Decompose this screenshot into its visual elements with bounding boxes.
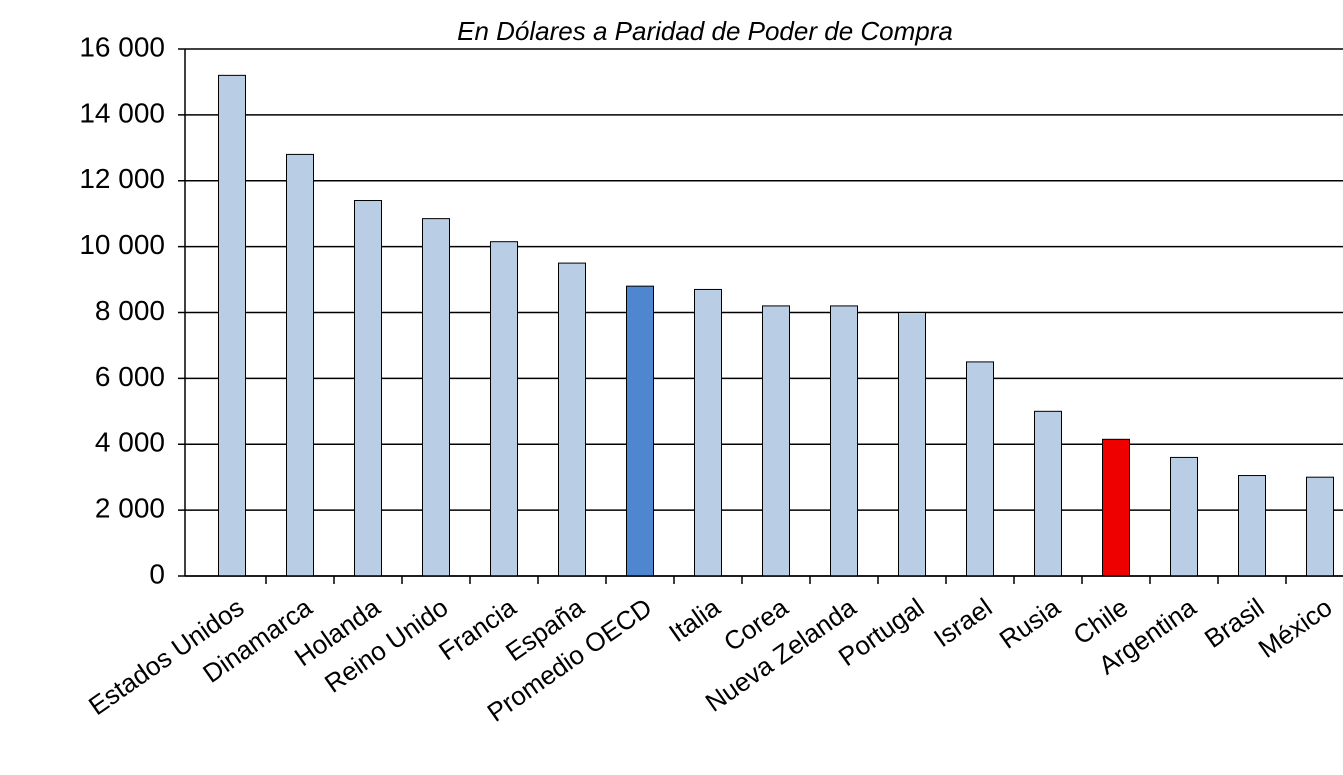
y-tick-label: 10 000 [79, 229, 165, 260]
y-tick-label: 16 000 [79, 31, 165, 62]
y-tick-label: 12 000 [79, 163, 165, 194]
bar [1034, 410, 1062, 577]
x-tick-label: Israel [928, 592, 997, 653]
chart-title: En Dólares a Paridad de Poder de Compra [457, 16, 953, 46]
y-tick-label: 8 000 [95, 295, 165, 326]
bar [966, 361, 994, 577]
bar [558, 262, 586, 577]
bar [490, 241, 518, 577]
bar [626, 285, 654, 577]
bar [1238, 475, 1266, 577]
bar [1170, 456, 1198, 577]
bar [898, 312, 926, 577]
y-tick-label: 2 000 [95, 493, 165, 524]
bar [762, 305, 790, 577]
bar [830, 305, 858, 577]
x-tick-label: Rusia [994, 592, 1066, 655]
bar [1306, 476, 1334, 577]
bar [218, 74, 246, 577]
bar [286, 153, 314, 577]
x-tick-label: Italia [663, 592, 726, 648]
x-tick-label: México [1253, 592, 1338, 664]
y-tick-label: 14 000 [79, 97, 165, 128]
y-tick-label: 0 [149, 558, 165, 589]
y-tick-label: 6 000 [95, 361, 165, 392]
bar [422, 218, 450, 577]
bar [354, 200, 382, 577]
bar [694, 288, 722, 577]
bar [1102, 438, 1130, 577]
y-tick-label: 4 000 [95, 427, 165, 458]
